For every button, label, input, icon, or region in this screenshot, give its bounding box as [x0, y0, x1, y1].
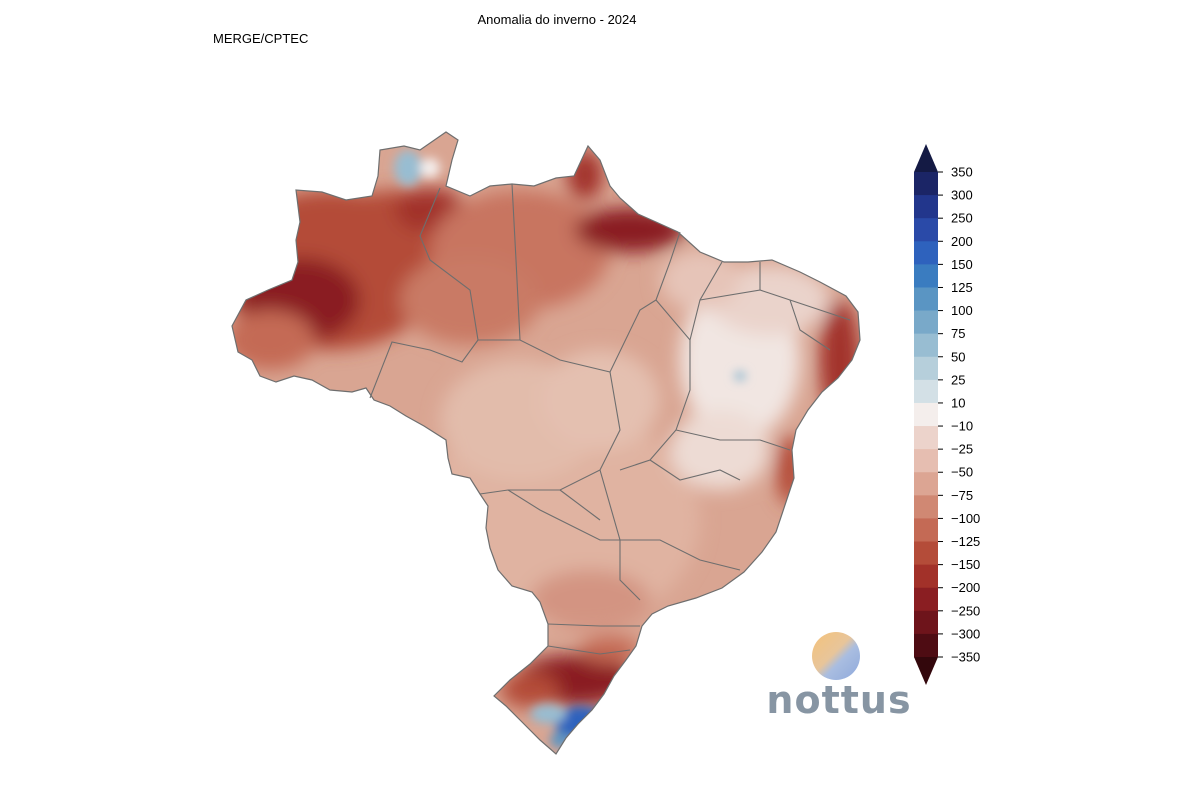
- colorbar-bin: [914, 541, 938, 566]
- colorbar-label: −75: [951, 488, 973, 503]
- logo-circle-icon: [812, 632, 860, 680]
- colorbar-label: −300: [951, 626, 980, 641]
- colorbar-label: −350: [951, 650, 980, 665]
- colorbar-bin: [914, 195, 938, 219]
- colorbar-label: 75: [951, 326, 965, 341]
- colorbar-label: −125: [951, 534, 980, 549]
- colorbar-bin: [914, 633, 938, 658]
- colorbar-label: −100: [951, 511, 980, 526]
- colorbar-bin: [914, 310, 938, 335]
- colorbar-bin: [914, 610, 938, 635]
- colorbar-label: −10: [951, 419, 973, 434]
- colorbar-bin: [914, 264, 938, 288]
- colorbar-bin: [914, 564, 938, 589]
- colorbar-label: 300: [951, 188, 973, 203]
- colorbar-label: 100: [951, 303, 973, 318]
- page-title: Anomalia do inverno - 2024: [477, 12, 637, 27]
- colorbar-label: −250: [951, 603, 980, 618]
- colorbar-tip-top: [914, 144, 938, 172]
- colorbar-bin: [914, 356, 938, 381]
- colorbar-bin: [914, 172, 938, 196]
- logo-text: nottus: [766, 678, 912, 722]
- colorbar-label: 125: [951, 280, 973, 295]
- colorbar-label: 250: [951, 211, 973, 226]
- colorbar-label: 350: [951, 165, 973, 180]
- colorbar-bin: [914, 333, 938, 358]
- colorbar-bin: [914, 472, 938, 496]
- colorbar-label: −25: [951, 442, 973, 457]
- colorbar-bin: [914, 518, 938, 543]
- colorbar-label: 200: [951, 234, 973, 249]
- state-borders: [369, 183, 851, 655]
- colorbar-label: −150: [951, 557, 980, 572]
- colorbar-label: −200: [951, 580, 980, 595]
- colorbar-bin: [914, 495, 938, 519]
- colorbar-bin: [914, 287, 938, 312]
- colorbar-bin: [914, 587, 938, 612]
- colorbar-label: 150: [951, 257, 973, 272]
- colorbar-label: −50: [951, 465, 973, 480]
- colorbar-bin: [914, 449, 938, 473]
- colorbar-bin: [914, 426, 938, 450]
- nottus-logo: nottus: [764, 628, 914, 728]
- colorbar-bin: [914, 379, 938, 404]
- colorbar-label: 10: [951, 395, 965, 410]
- source-label: MERGE/CPTEC: [213, 31, 309, 46]
- colorbar-bin: [914, 218, 938, 242]
- colorbar-label: 25: [951, 372, 965, 387]
- colorbar-bin: [914, 402, 938, 427]
- colorbar-tip-bottom: [914, 657, 938, 685]
- colorbar-label: 50: [951, 349, 965, 364]
- colorbar-bin: [914, 241, 938, 265]
